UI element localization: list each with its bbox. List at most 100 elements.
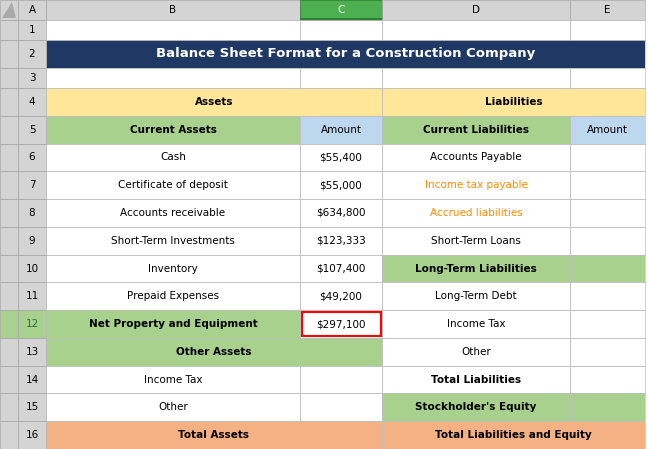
Bar	[18, 310, 46, 338]
Bar	[18, 199, 46, 227]
Bar	[300, 199, 382, 227]
Bar	[570, 365, 645, 393]
Bar	[0, 338, 18, 365]
Text: Short-Term Investments: Short-Term Investments	[111, 236, 235, 246]
Bar	[382, 365, 570, 393]
Bar	[570, 144, 645, 172]
Bar	[0, 68, 18, 88]
Bar	[570, 116, 645, 144]
Text: Other Assets: Other Assets	[176, 347, 252, 357]
Bar	[300, 68, 382, 88]
Bar	[0, 255, 18, 282]
Bar	[300, 255, 382, 282]
Bar	[0, 172, 18, 199]
Bar	[0, 199, 18, 227]
Bar	[0, 365, 18, 393]
Bar	[382, 255, 570, 282]
Text: Accounts Payable: Accounts Payable	[430, 152, 522, 163]
Bar	[46, 20, 300, 40]
Text: E: E	[604, 5, 611, 15]
Text: $55,400: $55,400	[319, 152, 362, 163]
Bar	[18, 116, 46, 144]
Bar	[382, 144, 570, 172]
Text: Stockholder's Equity: Stockholder's Equity	[415, 402, 537, 412]
Text: Current Liabilities: Current Liabilities	[423, 125, 529, 135]
Text: Liabilities: Liabilities	[485, 97, 542, 107]
Bar	[18, 227, 46, 255]
Bar	[570, 227, 645, 255]
Bar	[382, 20, 570, 40]
Bar	[18, 421, 46, 449]
Bar	[18, 365, 46, 393]
Text: Amount: Amount	[587, 125, 628, 135]
Bar	[18, 282, 46, 310]
Text: D: D	[472, 5, 480, 15]
Bar	[46, 144, 300, 172]
Text: Income tax payable: Income tax payable	[424, 180, 527, 190]
Bar	[382, 310, 570, 338]
Text: C: C	[338, 5, 345, 15]
Text: Inventory: Inventory	[148, 264, 198, 273]
Bar	[300, 282, 382, 310]
Bar	[300, 282, 382, 310]
Bar	[18, 393, 46, 421]
Bar	[0, 20, 18, 40]
Bar	[0, 0, 18, 20]
Text: 7: 7	[29, 180, 35, 190]
Bar	[0, 40, 18, 68]
Bar	[382, 88, 645, 116]
Bar	[382, 199, 570, 227]
Text: Cash: Cash	[160, 152, 186, 163]
Bar	[46, 421, 382, 449]
Text: Certificate of deposit: Certificate of deposit	[118, 180, 228, 190]
Bar	[46, 393, 300, 421]
Text: 9: 9	[29, 236, 35, 246]
Bar	[382, 172, 570, 199]
Bar	[46, 88, 382, 116]
Text: 4: 4	[29, 97, 35, 107]
Bar	[300, 393, 382, 421]
Bar	[382, 421, 645, 449]
Bar	[46, 227, 300, 255]
Bar	[46, 172, 300, 199]
Bar	[18, 20, 46, 40]
Bar	[0, 421, 18, 449]
Bar	[382, 282, 570, 310]
Text: B: B	[169, 5, 176, 15]
Bar	[300, 310, 382, 338]
Bar	[18, 144, 46, 172]
Bar	[46, 365, 300, 393]
Bar	[0, 88, 18, 116]
Bar	[300, 144, 382, 172]
Bar	[300, 393, 382, 421]
Bar	[46, 310, 300, 338]
Text: Long-Term Liabilities: Long-Term Liabilities	[415, 264, 537, 273]
Bar	[300, 0, 382, 20]
Text: 11: 11	[25, 291, 39, 301]
Bar	[570, 172, 645, 199]
Bar	[382, 68, 570, 88]
Bar	[570, 199, 645, 227]
Bar	[0, 282, 18, 310]
Text: 13: 13	[25, 347, 39, 357]
Bar	[46, 144, 300, 172]
Bar	[46, 0, 300, 20]
Bar	[570, 0, 645, 20]
Bar	[18, 68, 46, 88]
Bar	[570, 68, 645, 88]
Bar	[18, 365, 46, 393]
Text: 15: 15	[25, 402, 39, 412]
Bar	[0, 255, 18, 282]
Bar	[382, 393, 570, 421]
Bar	[0, 227, 18, 255]
Bar	[382, 338, 570, 365]
Polygon shape	[2, 2, 16, 18]
Text: 12: 12	[25, 319, 39, 329]
Bar	[382, 227, 570, 255]
Text: Amount: Amount	[321, 125, 362, 135]
Bar	[300, 18, 382, 20]
Text: 8: 8	[29, 208, 35, 218]
Bar	[382, 421, 645, 449]
Text: 10: 10	[25, 264, 39, 273]
Bar	[0, 421, 18, 449]
